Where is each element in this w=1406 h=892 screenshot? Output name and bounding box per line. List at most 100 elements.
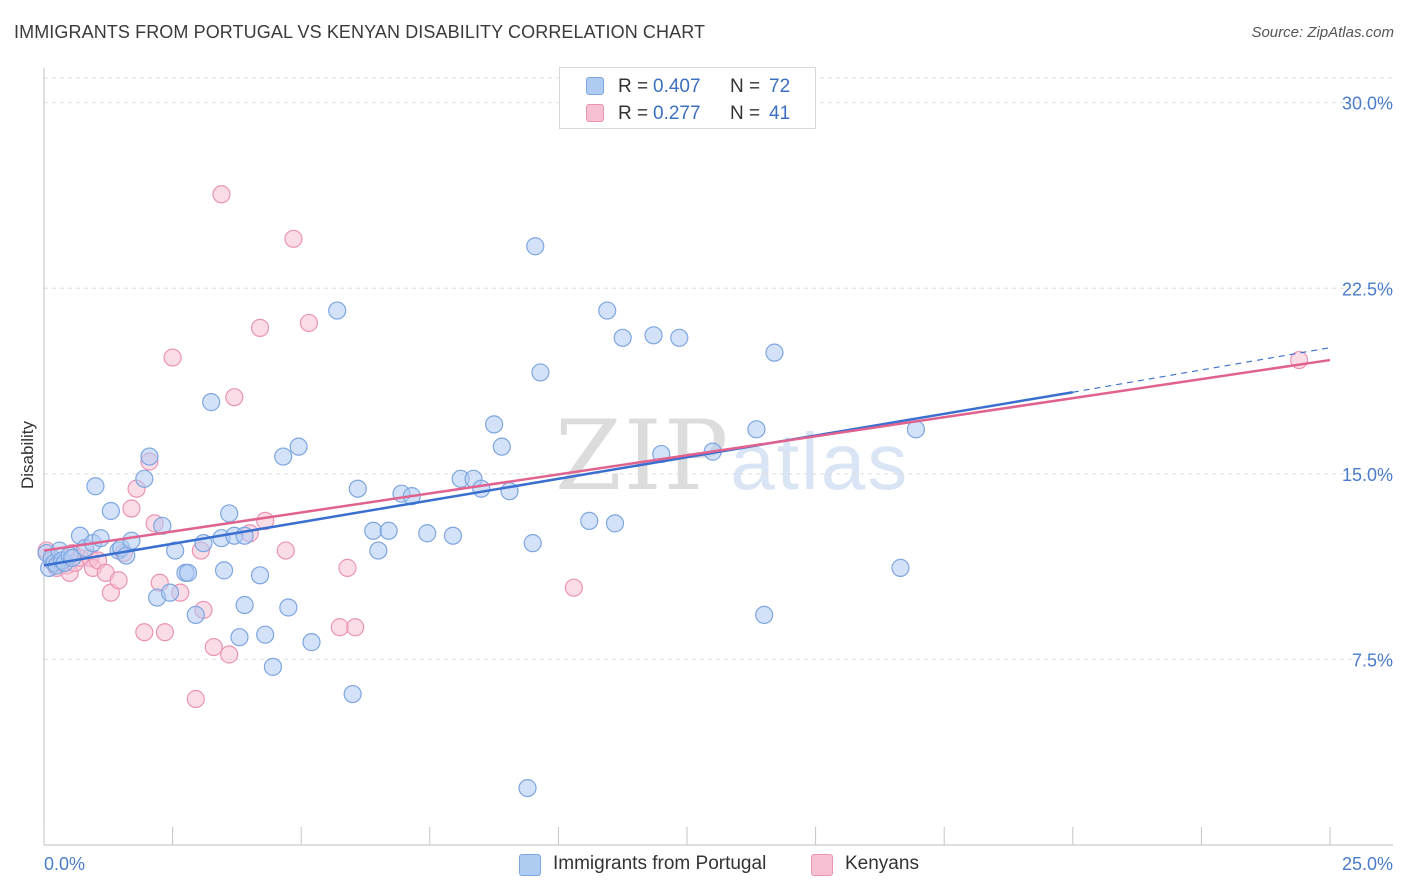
portugal-point-15 [101, 501, 120, 521]
kenyans-point-28 [204, 637, 223, 657]
legend-r-value-kenyans: 0.277 [653, 103, 701, 124]
portugal-point-76 [891, 558, 910, 577]
trend-lines [43, 347, 1331, 567]
trend-line-portugal-extension [1072, 347, 1331, 393]
portugal-point-74 [755, 605, 774, 625]
portugal-point-19 [122, 531, 141, 550]
portugal-point-46 [343, 684, 362, 704]
legend-r-value-portugal: 0.407 [653, 76, 701, 97]
portugal-point-73 [747, 420, 766, 439]
portugal-point-28 [186, 605, 205, 625]
portugal-point-20 [135, 469, 154, 488]
portugal-point-50 [379, 521, 398, 540]
kenyans-point-29 [212, 185, 231, 204]
chart-title: IMMIGRANTS FROM PORTUGAL VS KENYAN DISAB… [14, 22, 706, 42]
portugal-point-71 [670, 328, 689, 347]
axes [43, 68, 1393, 846]
kenyans-point-36 [284, 229, 303, 248]
portugal-point-69 [644, 326, 663, 345]
portugal-point-39 [256, 625, 275, 644]
legend-swatch-portugal [519, 854, 541, 876]
portugal-point-66 [598, 301, 617, 320]
legend-r-label: R = [618, 76, 649, 97]
portugal-point-48 [364, 521, 383, 540]
kenyans-point-31 [225, 388, 244, 407]
portugal-point-38 [250, 566, 270, 585]
portugal-point-44 [302, 633, 321, 652]
x-tick-label-min: 0.0% [44, 854, 85, 874]
kenyans-point-22 [155, 623, 174, 642]
portugal-point-61 [518, 778, 537, 798]
portugal-point-47 [348, 479, 367, 498]
legend-n-label: N = [730, 76, 761, 97]
legend-label-portugal: Immigrants from Portugal [553, 853, 767, 874]
y-tick-label-7-5: 7.5% [1352, 650, 1393, 670]
kenyans-point-35 [276, 541, 295, 560]
portugal-point-63 [526, 237, 545, 256]
portugal-point-57 [472, 479, 491, 498]
portugal-point-40 [263, 657, 283, 676]
legend-n-value-portugal: 72 [769, 76, 791, 97]
trend-line-portugal [43, 390, 1074, 567]
portugal-point-35 [230, 628, 249, 647]
kenyans-point-41 [564, 578, 583, 597]
y-tick-label-30: 30.0% [1342, 94, 1393, 114]
portugal-point-75 [765, 343, 784, 362]
legend-row-portugal: R = 0.407 N = 72 [560, 74, 815, 100]
kenyans-point-16 [122, 499, 141, 518]
kenyans-point-18 [135, 623, 154, 642]
portugal-point-65 [580, 511, 599, 530]
series-legend: Immigrants from Portugal Kenyans [0, 852, 1406, 878]
portugal-point-24 [160, 583, 180, 602]
portugal-point-23 [153, 516, 172, 535]
legend-swatch-kenyans [811, 854, 833, 876]
portugal-point-32 [214, 561, 234, 580]
y-tick-label-15: 15.0% [1342, 465, 1393, 485]
portugal-point-58 [485, 415, 504, 434]
legend-n-value-kenyans: 41 [769, 103, 791, 124]
portugal-point-37 [235, 595, 254, 615]
trend-line-kenyans [43, 358, 1331, 552]
portugal-point-27 [178, 563, 198, 582]
portugal-point-45 [328, 301, 347, 320]
portugal-point-67 [605, 514, 625, 533]
x-tick-label-max: 25.0% [1342, 854, 1393, 874]
legend-row-kenyans: R = 0.277 N = 41 [560, 101, 815, 127]
y-tick-label-22-5: 22.5% [1342, 279, 1393, 299]
kenyans-point-40 [346, 618, 365, 637]
portugal-point-68 [613, 328, 632, 347]
portugal-point-43 [289, 437, 308, 456]
kenyans-point-33 [250, 318, 270, 337]
portugal-point-54 [443, 526, 463, 545]
correlation-legend: R = 0.407 N = 72 R = 0.277 N = 41 [559, 67, 816, 129]
legend-swatch-portugal [586, 77, 604, 95]
kenyans-point-25 [186, 689, 205, 709]
portugal-point-13 [86, 477, 105, 496]
source-credit: Source: ZipAtlas.com [1251, 24, 1394, 41]
kenyans-point-14 [109, 571, 128, 590]
legend-n-label: N = [730, 103, 761, 124]
portugal-point-42 [279, 598, 298, 617]
legend-label-kenyans: Kenyans [845, 853, 919, 874]
kenyans-point-38 [330, 618, 349, 637]
portugal-point-53 [418, 524, 437, 543]
portugal-point-21 [140, 447, 159, 466]
series-portugal-points [37, 237, 926, 798]
portugal-point-30 [202, 393, 221, 412]
portugal-point-41 [274, 447, 293, 466]
kenyans-point-30 [220, 645, 239, 664]
portugal-point-33 [220, 504, 239, 523]
legend-r-label: R = [618, 103, 649, 124]
portugal-point-62 [523, 534, 542, 553]
portugal-point-49 [369, 541, 388, 560]
portugal-point-64 [531, 363, 550, 382]
tick-labels: 0.0% 25.0% 7.5% 15.0% 22.5% 30.0% [44, 94, 1393, 874]
portugal-point-59 [492, 437, 511, 456]
grid-lines [44, 77, 1393, 660]
kenyans-point-37 [299, 313, 319, 333]
legend-swatch-kenyans [586, 104, 604, 122]
series-kenyans-points [37, 185, 1309, 709]
kenyans-point-23 [163, 348, 182, 367]
kenyans-point-39 [338, 558, 357, 577]
